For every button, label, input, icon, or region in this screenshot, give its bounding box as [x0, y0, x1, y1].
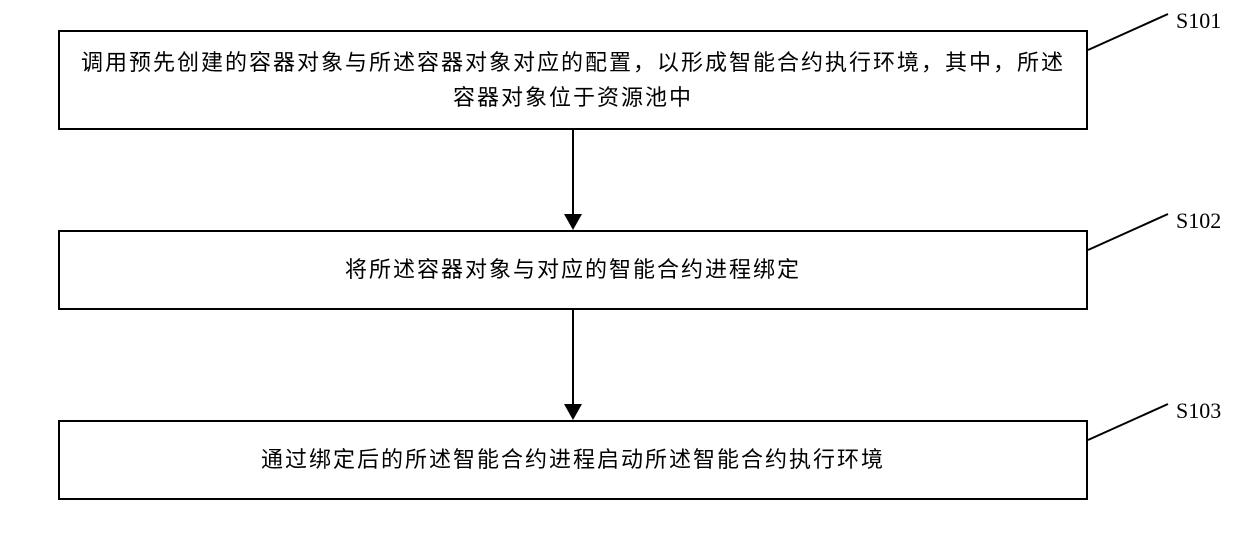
flow-step-box: 通过绑定后的所述智能合约进程启动所述智能合约执行环境	[58, 420, 1088, 500]
flowchart-canvas: { "diagram": { "type": "flowchart", "bac…	[0, 0, 1240, 555]
flow-step-label: S101	[1176, 8, 1221, 34]
flow-arrow	[555, 310, 591, 420]
flow-step-label: S102	[1176, 208, 1221, 234]
leader-line	[1088, 14, 1170, 52]
flow-step-box: 将所述容器对象与对应的智能合约进程绑定	[58, 230, 1088, 310]
flow-step-text: 调用预先创建的容器对象与所述容器对象对应的配置，以形成智能合约执行环境，其中，所…	[80, 45, 1066, 115]
flow-step-text: 通过绑定后的所述智能合约进程启动所述智能合约执行环境	[80, 442, 1066, 477]
flow-step-text: 将所述容器对象与对应的智能合约进程绑定	[80, 252, 1066, 287]
leader-line	[1088, 214, 1170, 252]
flow-arrow	[555, 130, 591, 230]
leader-line	[1088, 404, 1170, 442]
flow-step-label: S103	[1176, 398, 1221, 424]
flow-step-box: 调用预先创建的容器对象与所述容器对象对应的配置，以形成智能合约执行环境，其中，所…	[58, 30, 1088, 130]
